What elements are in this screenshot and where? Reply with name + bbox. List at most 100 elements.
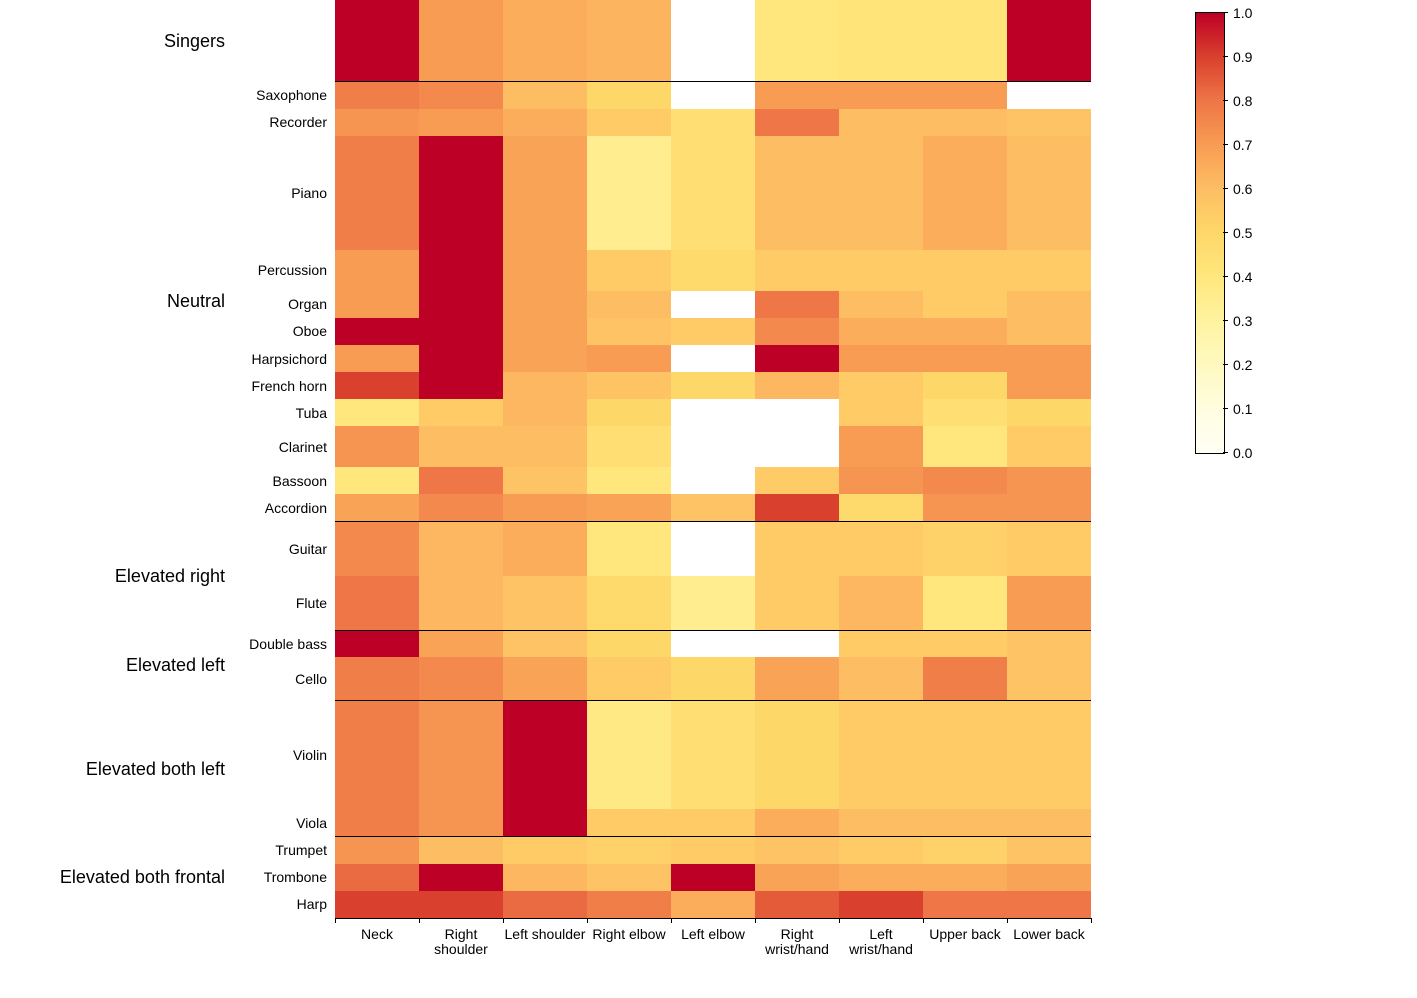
heatmap-cell bbox=[923, 701, 1007, 810]
heatmap-cell bbox=[839, 809, 923, 836]
heatmap-cell bbox=[587, 399, 671, 426]
heatmap-cell bbox=[503, 81, 587, 108]
heatmap-cell bbox=[587, 494, 671, 521]
heatmap-cell bbox=[671, 576, 755, 630]
heatmap-cell bbox=[419, 657, 503, 700]
heatmap-cell bbox=[755, 0, 839, 81]
heatmap-cell bbox=[671, 467, 755, 494]
heatmap-cell bbox=[755, 837, 839, 864]
heatmap-cell bbox=[1007, 809, 1091, 836]
column-label: Left shoulder bbox=[503, 927, 587, 942]
heatmap-cell bbox=[671, 864, 755, 891]
heatmap-cell bbox=[839, 657, 923, 700]
heatmap-cell bbox=[503, 630, 587, 657]
heatmap-cell bbox=[335, 318, 419, 345]
heatmap-cell bbox=[671, 521, 755, 575]
heatmap-cell bbox=[1007, 136, 1091, 250]
heatmap-cell bbox=[587, 891, 671, 918]
heatmap-cell bbox=[671, 291, 755, 318]
heatmap-cell bbox=[419, 399, 503, 426]
heatmap-cell bbox=[755, 291, 839, 318]
heatmap-cell bbox=[419, 891, 503, 918]
heatmap-cell bbox=[335, 109, 419, 136]
group-divider bbox=[335, 700, 1091, 701]
heatmap-cell bbox=[755, 521, 839, 575]
heatmap-cell bbox=[503, 837, 587, 864]
heatmap-cell bbox=[923, 250, 1007, 291]
group-divider bbox=[335, 521, 1091, 522]
heatmap-cell bbox=[671, 345, 755, 372]
column-label: Lower back bbox=[1007, 927, 1091, 942]
colorbar-tick-label: 0.1 bbox=[1233, 401, 1252, 417]
heatmap-cell bbox=[755, 136, 839, 250]
heatmap-cell bbox=[1007, 399, 1091, 426]
heatmap-cell bbox=[587, 657, 671, 700]
heatmap-cell bbox=[839, 521, 923, 575]
group-label: Singers bbox=[164, 31, 225, 52]
heatmap-cell bbox=[503, 426, 587, 467]
heatmap-cell bbox=[1007, 630, 1091, 657]
row-label: Violin bbox=[293, 747, 327, 763]
x-axis-tick bbox=[503, 918, 504, 923]
heatmap-cell bbox=[335, 399, 419, 426]
colorbar: 1.00.90.80.70.60.50.40.30.20.10.0 bbox=[1195, 12, 1283, 452]
colorbar-tick-mark bbox=[1223, 100, 1228, 101]
heatmap-cell bbox=[587, 136, 671, 250]
heatmap-cell bbox=[1007, 864, 1091, 891]
heatmap-cell bbox=[671, 426, 755, 467]
heatmap-cell bbox=[419, 467, 503, 494]
column-label: Left elbow bbox=[671, 927, 755, 942]
x-axis-tick bbox=[1091, 918, 1092, 923]
heatmap-cell bbox=[755, 399, 839, 426]
group-label: Elevated left bbox=[126, 655, 225, 676]
row-label: Tuba bbox=[296, 405, 327, 421]
heatmap-cell bbox=[1007, 426, 1091, 467]
heatmap-cell bbox=[587, 864, 671, 891]
heatmap-cell bbox=[671, 701, 755, 810]
heatmap-cell bbox=[839, 630, 923, 657]
heatmap-cell bbox=[1007, 81, 1091, 108]
colorbar-tick-mark bbox=[1223, 188, 1228, 189]
heatmap-cell bbox=[587, 81, 671, 108]
column-label: Right shoulder bbox=[419, 927, 503, 958]
row-label: Bassoon bbox=[273, 473, 327, 489]
heatmap-cell bbox=[1007, 372, 1091, 399]
heatmap-cell bbox=[923, 109, 1007, 136]
colorbar-tick-label: 0.5 bbox=[1233, 225, 1252, 241]
heatmap-cell bbox=[671, 494, 755, 521]
heatmap-cell bbox=[419, 426, 503, 467]
heatmap-cell bbox=[419, 837, 503, 864]
heatmap-cell bbox=[335, 291, 419, 318]
heatmap-cell bbox=[419, 109, 503, 136]
heatmap-cell bbox=[923, 372, 1007, 399]
heatmap-cell bbox=[839, 864, 923, 891]
heatmap-cell bbox=[587, 521, 671, 575]
heatmap-cell bbox=[839, 250, 923, 291]
heatmap-cell bbox=[335, 345, 419, 372]
colorbar-tick-label: 0.9 bbox=[1233, 49, 1252, 65]
heatmap-cell bbox=[755, 809, 839, 836]
heatmap-cell bbox=[839, 372, 923, 399]
heatmap-cell bbox=[1007, 467, 1091, 494]
heatmap-cell bbox=[335, 136, 419, 250]
heatmap-cell bbox=[503, 891, 587, 918]
heatmap-cell bbox=[671, 809, 755, 836]
x-axis-tick bbox=[335, 918, 336, 923]
heatmap-cell bbox=[839, 494, 923, 521]
heatmap-cell bbox=[839, 467, 923, 494]
column-label: Right wrist/hand bbox=[755, 927, 839, 958]
heatmap-cell bbox=[923, 864, 1007, 891]
heatmap-cell bbox=[335, 426, 419, 467]
heatmap-cell bbox=[587, 250, 671, 291]
x-axis-tick bbox=[587, 918, 588, 923]
heatmap-cell bbox=[839, 891, 923, 918]
row-label: Harp bbox=[297, 896, 327, 912]
heatmap-cell bbox=[839, 701, 923, 810]
heatmap-cell bbox=[671, 657, 755, 700]
heatmap-cell bbox=[503, 109, 587, 136]
heatmap-cell bbox=[755, 345, 839, 372]
x-axis-tick bbox=[923, 918, 924, 923]
heatmap-cell bbox=[923, 467, 1007, 494]
row-label: Cello bbox=[295, 671, 327, 687]
heatmap-cell bbox=[1007, 109, 1091, 136]
